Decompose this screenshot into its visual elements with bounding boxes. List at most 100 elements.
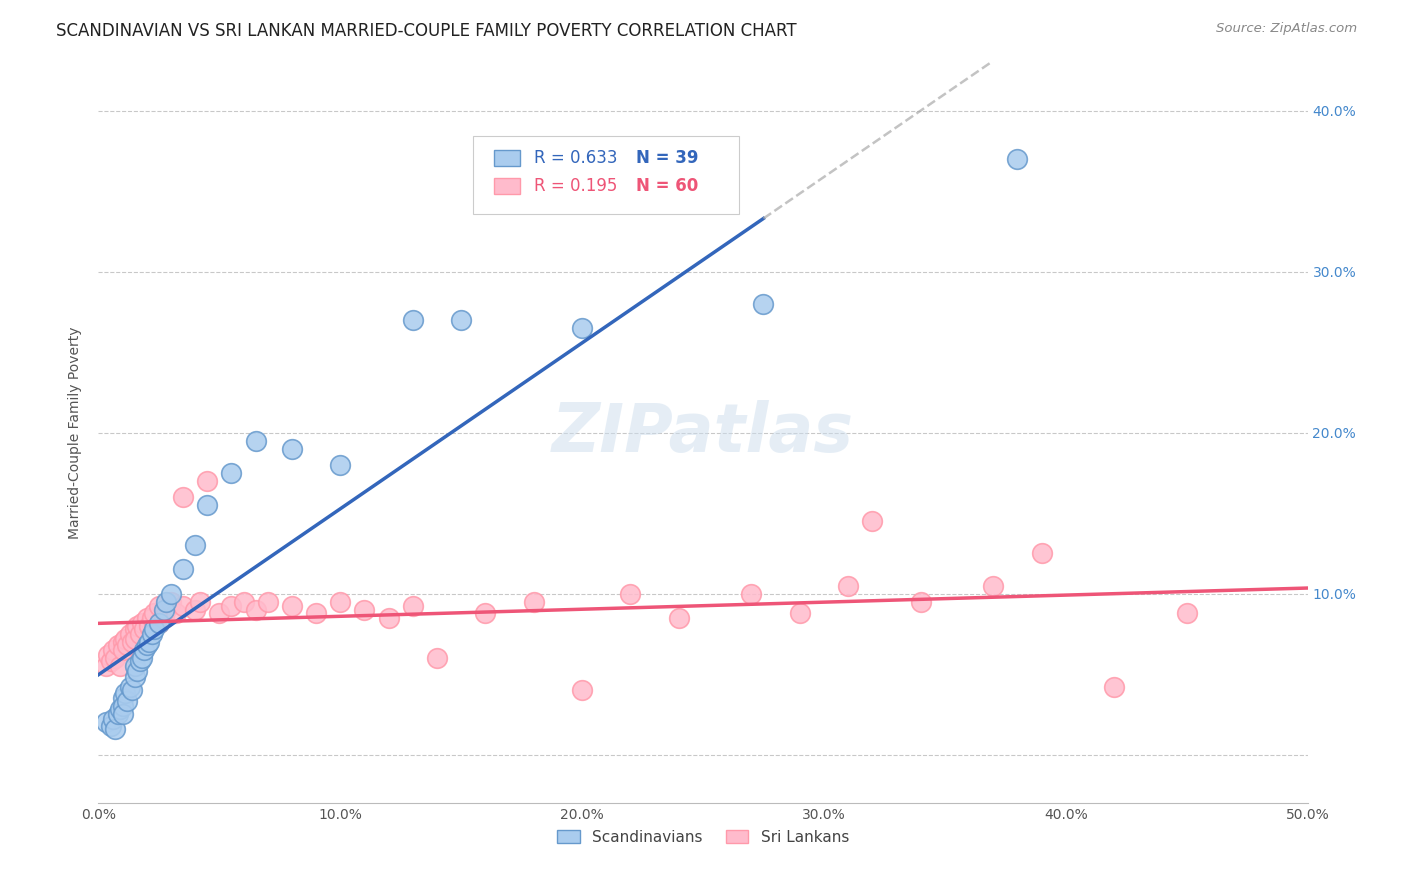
Point	[184, 538, 207, 552]
Point	[571, 321, 593, 335]
Point	[740, 586, 762, 600]
Point	[1031, 546, 1053, 560]
Point	[127, 619, 149, 633]
Point	[131, 651, 153, 665]
Point	[160, 594, 183, 608]
Point	[172, 599, 194, 614]
Point	[281, 442, 304, 456]
Point	[111, 691, 134, 706]
Point	[523, 594, 546, 608]
Y-axis label: Married-Couple Family Poverty: Married-Couple Family Poverty	[69, 326, 83, 539]
Point	[108, 702, 131, 716]
Point	[131, 615, 153, 630]
Point	[329, 594, 352, 608]
Text: N = 60: N = 60	[637, 178, 699, 195]
Point	[172, 490, 194, 504]
Point	[155, 602, 177, 616]
Point	[402, 599, 425, 614]
Point	[910, 594, 932, 608]
Point	[195, 474, 218, 488]
Point	[305, 606, 328, 620]
Point	[124, 659, 146, 673]
Point	[121, 635, 143, 649]
FancyBboxPatch shape	[494, 150, 520, 166]
Point	[143, 606, 166, 620]
Point	[160, 586, 183, 600]
Point	[148, 599, 170, 614]
Point	[107, 638, 129, 652]
Point	[329, 458, 352, 472]
Point	[97, 648, 120, 662]
Point	[450, 313, 472, 327]
Point	[143, 622, 166, 636]
Point	[402, 313, 425, 327]
Point	[195, 498, 218, 512]
Point	[104, 651, 127, 665]
Point	[111, 635, 134, 649]
Point	[138, 619, 160, 633]
Point	[141, 627, 163, 641]
Point	[981, 578, 1004, 592]
Point	[1175, 606, 1198, 620]
Point	[1102, 680, 1125, 694]
Point	[127, 664, 149, 678]
Point	[100, 654, 122, 668]
Point	[752, 297, 775, 311]
Point	[101, 712, 124, 726]
Point	[134, 643, 156, 657]
Point	[377, 610, 399, 624]
Point	[104, 722, 127, 736]
Text: R = 0.195: R = 0.195	[534, 178, 617, 195]
Point	[165, 606, 187, 620]
Point	[111, 707, 134, 722]
Point	[152, 602, 174, 616]
Point	[245, 602, 267, 616]
Point	[152, 610, 174, 624]
FancyBboxPatch shape	[474, 136, 740, 214]
Point	[571, 683, 593, 698]
Legend: Scandinavians, Sri Lankans: Scandinavians, Sri Lankans	[551, 823, 855, 851]
Point	[94, 715, 117, 730]
Text: N = 39: N = 39	[637, 149, 699, 167]
Point	[256, 594, 278, 608]
Point	[221, 466, 243, 480]
Point	[138, 635, 160, 649]
Point	[221, 599, 243, 614]
Text: ZIPatlas: ZIPatlas	[553, 400, 853, 466]
Point	[124, 670, 146, 684]
Point	[124, 632, 146, 646]
Point	[789, 606, 811, 620]
Point	[426, 651, 449, 665]
Point	[232, 594, 254, 608]
Point	[128, 654, 150, 668]
Point	[172, 562, 194, 576]
Point	[184, 602, 207, 616]
Point	[135, 610, 157, 624]
Point	[117, 694, 139, 708]
Point	[353, 602, 375, 616]
Text: Source: ZipAtlas.com: Source: ZipAtlas.com	[1216, 22, 1357, 36]
Point	[141, 610, 163, 624]
Point	[135, 638, 157, 652]
Point	[245, 434, 267, 448]
Point	[128, 627, 150, 641]
Point	[107, 707, 129, 722]
Point	[118, 680, 141, 694]
Point	[124, 622, 146, 636]
Point	[121, 683, 143, 698]
Point	[619, 586, 641, 600]
FancyBboxPatch shape	[494, 178, 520, 194]
Point	[148, 615, 170, 630]
Point	[134, 622, 156, 636]
Point	[101, 643, 124, 657]
Point	[111, 699, 134, 714]
Point	[114, 686, 136, 700]
Point	[1007, 152, 1029, 166]
Point	[860, 514, 883, 528]
Point	[118, 627, 141, 641]
Point	[474, 606, 496, 620]
Point	[281, 599, 304, 614]
Point	[100, 718, 122, 732]
Point	[108, 659, 131, 673]
Text: R = 0.633: R = 0.633	[534, 149, 617, 167]
